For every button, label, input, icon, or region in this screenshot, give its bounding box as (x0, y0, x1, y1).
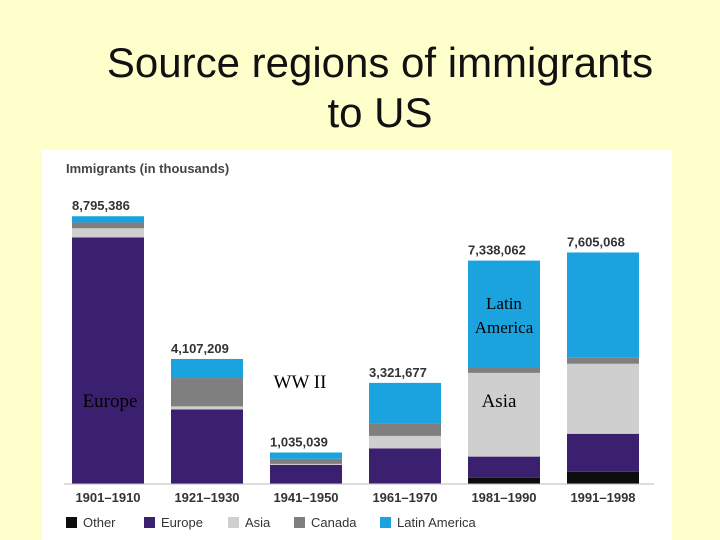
bar-segment-europe-1 (171, 409, 243, 484)
annotation-latin-america-line2: America (475, 318, 534, 337)
stacked-bar-chart: Immigrants (in thousands) 8,795,386 1901–… (64, 161, 654, 530)
category-label-2: 1941–1950 (273, 490, 338, 505)
bar-segment-asia-4 (468, 372, 540, 457)
bar-segment-canada-4 (468, 368, 540, 373)
bar-segment-latin-america-2 (270, 452, 342, 459)
legend-swatch-other (66, 517, 77, 528)
bar-segment-asia-2 (270, 463, 342, 465)
bar-segment-latin-america-1 (171, 358, 243, 379)
bar-segment-canada-0 (72, 222, 144, 229)
legend-label-other: Other (83, 515, 116, 530)
total-label-5: 7,605,068 (567, 234, 625, 249)
bar-segment-asia-5 (567, 363, 639, 434)
slide-title: Source regions of immigrants to US (40, 38, 720, 138)
bar-segment-europe-4 (468, 456, 540, 478)
bar-segment-canada-1 (171, 378, 243, 407)
bar-segment-latin-america-0 (72, 216, 144, 223)
bar-segment-latin-america-3 (369, 382, 441, 424)
slide-title-line-2: to US (327, 89, 433, 136)
annotation-ww2: WW II (274, 372, 327, 393)
legend-swatch-latin-america (380, 517, 391, 528)
y-axis-label: Immigrants (in thousands) (66, 161, 229, 176)
total-label-2: 1,035,039 (270, 434, 328, 449)
bar-segment-asia-3 (369, 435, 441, 449)
category-label-0: 1901–1910 (75, 490, 140, 505)
annotations: Europe WW II Latin America Asia (83, 294, 534, 412)
chart-panel: Immigrants (in thousands) 8,795,386 1901–… (42, 150, 672, 540)
bars-layer: 8,795,386 1901–1910 4,107,209 1921–1930 1,03… (72, 198, 639, 505)
bar-segment-europe-5 (567, 433, 639, 472)
legend-swatch-canada (294, 517, 305, 528)
category-label-3: 1961–1970 (372, 490, 437, 505)
bar-segment-latin-america-4 (468, 260, 540, 369)
category-label-4: 1981–1990 (471, 490, 536, 505)
legend-swatch-europe (144, 517, 155, 528)
total-label-3: 3,321,677 (369, 365, 427, 380)
bar-segment-canada-3 (369, 423, 441, 436)
total-label-4: 7,338,062 (468, 243, 526, 258)
category-label-5: 1991–1998 (570, 490, 635, 505)
total-label-0: 8,795,386 (72, 198, 130, 213)
legend-label-canada: Canada (311, 515, 357, 530)
bar-segment-other-5 (567, 471, 639, 484)
bar-segment-other-4 (468, 477, 540, 484)
slide-title-line-1: Source regions of immigrants (106, 39, 654, 86)
total-label-1: 4,107,209 (171, 341, 229, 356)
annotation-europe: Europe (83, 391, 138, 412)
legend-label-asia: Asia (245, 515, 271, 530)
bar-segment-canada-2 (270, 458, 342, 464)
bar-segment-europe-0 (72, 237, 144, 484)
bar-segment-asia-0 (72, 228, 144, 238)
legend-label-latin-america: Latin America (397, 515, 477, 530)
annotation-asia: Asia (482, 391, 517, 412)
bar-segment-latin-america-5 (567, 252, 639, 358)
bar-segment-europe-3 (369, 448, 441, 484)
bar-segment-canada-5 (567, 357, 639, 364)
bar-segment-europe-2 (270, 464, 342, 484)
legend: Other Europe Asia Canada Latin America (66, 515, 477, 530)
bar-segment-asia-1 (171, 406, 243, 410)
legend-swatch-asia (228, 517, 239, 528)
legend-label-europe: Europe (161, 515, 203, 530)
category-label-1: 1921–1930 (174, 490, 239, 505)
annotation-latin-america-line1: Latin (486, 294, 522, 313)
